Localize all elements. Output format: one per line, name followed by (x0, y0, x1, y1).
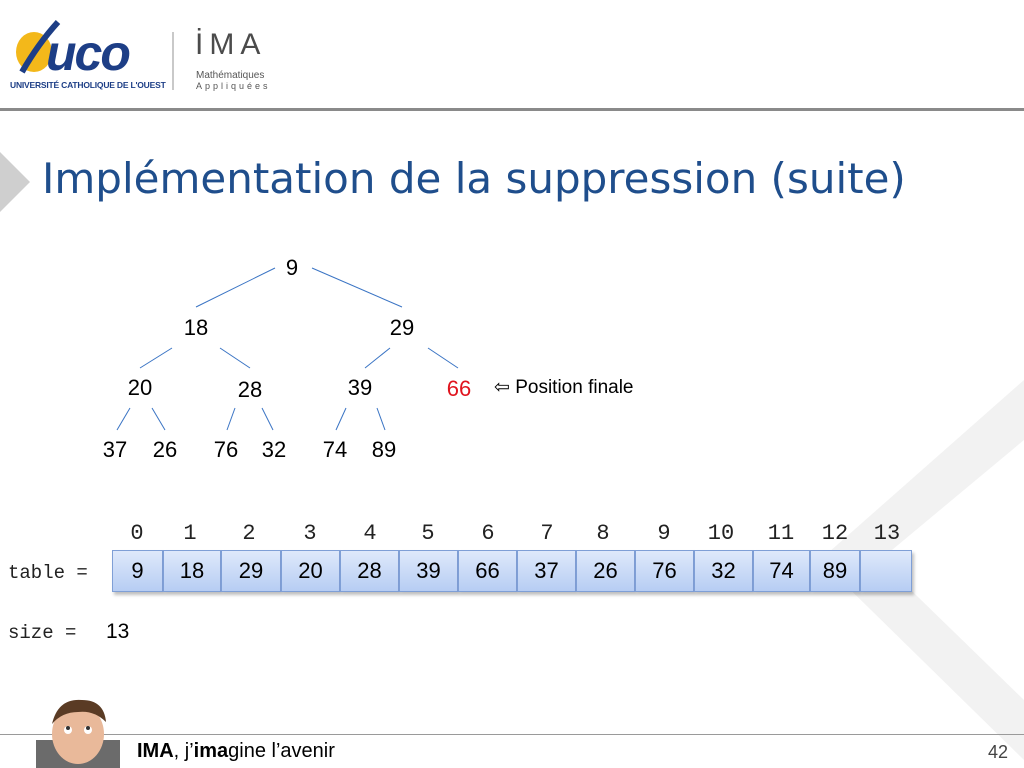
array-cell: 29 (221, 550, 281, 592)
tree-node: 37 (102, 437, 128, 462)
page-number: 42 (988, 742, 1009, 762)
edge-39-74 (335, 407, 347, 431)
position-finale-annotation: ⇦ Position finale (494, 377, 634, 398)
array-cell: 9 (112, 550, 163, 592)
array-index: 9 (657, 521, 671, 546)
left-chevron-shape (0, 152, 30, 212)
uco-logo-text: uco (46, 25, 131, 81)
edge-20-37 (116, 407, 131, 431)
person-avatar-icon (36, 699, 120, 768)
array-index: 8 (596, 521, 610, 546)
edge-9-18 (195, 267, 276, 308)
array-cell-empty (860, 550, 912, 592)
edge-29-66 (427, 347, 459, 369)
right-chevron-inner (960, 480, 1024, 600)
header-divider (0, 108, 1024, 111)
array-cell: 26 (576, 550, 635, 592)
array-cell: 18 (163, 550, 221, 592)
array-cell: 37 (517, 550, 576, 592)
array-index: 6 (481, 521, 495, 546)
uco-subtitle: UNIVERSITÉ CATHOLIQUE DE L'OUEST (10, 80, 166, 90)
array-cell: 20 (281, 550, 340, 592)
table-label: table = (8, 562, 88, 584)
tree-node: 26 (152, 437, 178, 462)
footer-slogan: IMA, j’imagine l’avenir (137, 740, 335, 763)
array-cell: 32 (694, 550, 753, 592)
array-cell-highlighted: 66 (458, 550, 517, 592)
array-cell: 39 (399, 550, 458, 592)
tree-node-highlighted: 66 (446, 376, 472, 401)
ima-subtitle-1: Mathématiques (196, 70, 265, 81)
edge-9-29 (311, 267, 403, 308)
edge-20-26 (151, 407, 166, 431)
array-index: 5 (421, 521, 435, 546)
tree-node: 76 (213, 437, 239, 462)
array-index: 0 (130, 521, 144, 546)
slide-title: Implémentation de la suppression (suite) (42, 154, 906, 203)
size-label: size = (8, 622, 77, 644)
tree-node: 39 (347, 375, 373, 400)
footer-rest: gine l’avenir (228, 740, 335, 762)
tree-node: 32 (261, 437, 287, 462)
edge-29-39 (364, 347, 391, 369)
footer-bold: ima (193, 740, 229, 762)
array-index: 1 (183, 521, 197, 546)
uco-swoosh-icon (16, 19, 61, 74)
ima-logo-text: İMA (195, 28, 267, 61)
right-chevron-shape (820, 380, 1024, 760)
tree-node: 9 (285, 255, 299, 280)
array-cell: 28 (340, 550, 399, 592)
array-index: 4 (363, 521, 377, 546)
tree-node: 28 (237, 377, 263, 402)
tree-node: 74 (322, 437, 348, 462)
tree-node: 18 (183, 315, 209, 340)
array-index: 11 (767, 521, 795, 546)
edge-28-76 (226, 407, 236, 431)
size-value: 13 (106, 620, 130, 643)
array-index: 13 (873, 521, 901, 546)
array-cell: 89 (810, 550, 860, 592)
array-cell: 76 (635, 550, 694, 592)
tree-node: 20 (127, 375, 153, 400)
footer-sep: , j’ (173, 740, 194, 762)
edge-39-89 (376, 407, 386, 431)
array-index: 12 (821, 521, 849, 546)
tree-node: 89 (371, 437, 397, 462)
array-index: 10 (707, 521, 735, 546)
uco-logo (8, 14, 168, 94)
footer-divider (0, 734, 1024, 735)
edge-28-32 (261, 407, 274, 431)
array-index: 7 (540, 521, 554, 546)
array-index: 2 (242, 521, 256, 546)
array-index: 3 (303, 521, 317, 546)
edge-18-20 (139, 347, 173, 369)
array-cell: 74 (753, 550, 810, 592)
edge-18-28 (219, 347, 251, 369)
ima-subtitle-2: Appliquées (196, 81, 271, 91)
footer-brand: IMA (137, 740, 174, 762)
tree-node: 29 (389, 315, 415, 340)
logo-separator (172, 32, 174, 90)
